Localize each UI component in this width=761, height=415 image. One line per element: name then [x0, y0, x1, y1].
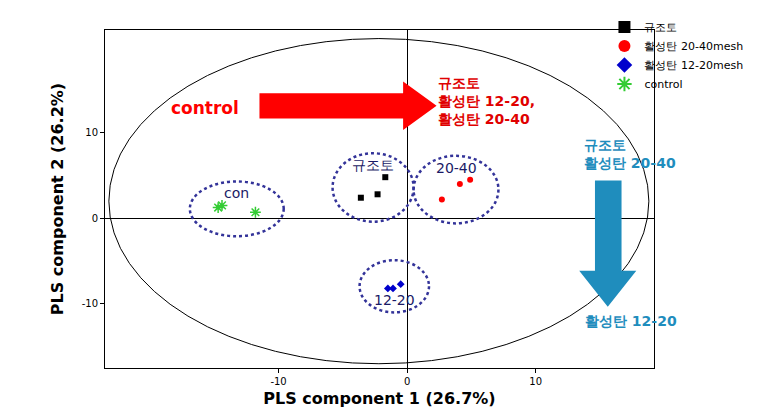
svg-text:-10: -10 — [82, 298, 98, 309]
svg-text:control: control — [644, 78, 682, 91]
svg-text:12-20: 12-20 — [374, 292, 415, 308]
svg-text:규조토: 규조토 — [352, 157, 394, 173]
svg-text:20-40: 20-40 — [436, 160, 477, 176]
svg-text:10: 10 — [85, 127, 98, 138]
svg-text:규조토활성탄 12-20,활성탄 20-40: 규조토활성탄 12-20,활성탄 20-40 — [438, 75, 535, 127]
svg-text:활성탄 12-20: 활성탄 12-20 — [585, 313, 677, 329]
svg-text:PLS component 1 (26.7%): PLS component 1 (26.7%) — [263, 389, 495, 408]
svg-text:-10: -10 — [270, 376, 286, 387]
svg-text:con: con — [224, 185, 249, 201]
svg-text:0: 0 — [404, 376, 410, 387]
svg-text:control: control — [171, 98, 239, 118]
svg-text:PLS component 2 (26.2%): PLS component 2 (26.2%) — [48, 83, 67, 315]
svg-text:10: 10 — [529, 376, 542, 387]
svg-text:0: 0 — [92, 213, 98, 224]
svg-text:규조토활성탄 20-40: 규조토활성탄 20-40 — [584, 137, 676, 171]
svg-text:활성탄 12-20mesh: 활성탄 12-20mesh — [644, 59, 743, 72]
svg-text:규조토: 규조토 — [644, 21, 677, 34]
svg-text:활성탄 20-40mesh: 활성탄 20-40mesh — [644, 40, 743, 53]
